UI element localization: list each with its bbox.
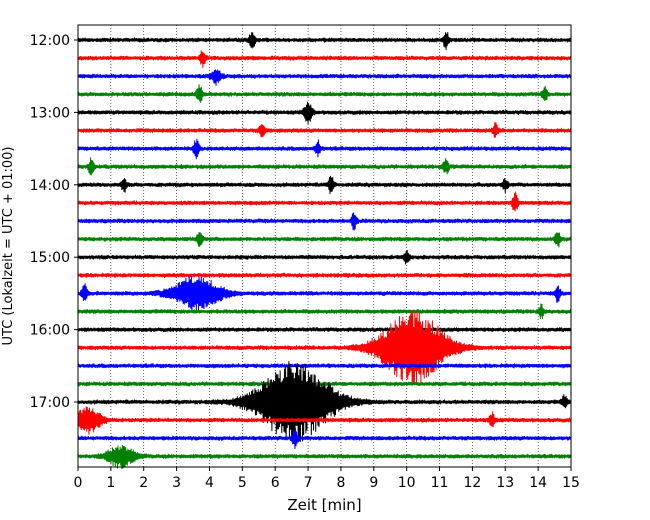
trace-1400 (77, 175, 572, 195)
trace-1445 (77, 231, 572, 248)
y-tick-label: 17:00 (30, 395, 70, 411)
y-axis-ticks: 12:00 13:00 14:00 15:00 16:00 17:00 (30, 33, 78, 411)
trace-1430 (77, 212, 572, 231)
trace-1315 (77, 121, 572, 138)
y-tick-label: 12:00 (30, 33, 70, 49)
trace-series (77, 32, 572, 470)
x-tick-label: 13 (496, 475, 514, 491)
x-tick-label: 12 (463, 475, 481, 491)
trace-1600 (77, 326, 572, 333)
trace-1500 (77, 249, 572, 265)
x-tick-label: 5 (238, 475, 247, 491)
trace-1230 (77, 69, 572, 86)
trace-1700 (77, 361, 572, 444)
y-tick-label: 14:00 (30, 178, 70, 194)
trace-1215 (77, 50, 572, 69)
x-tick-label: 1 (106, 475, 115, 491)
x-tick-label: 3 (172, 475, 181, 491)
y-axis-label: UTC (Lokalzeit = UTC + 01:00) (1, 147, 16, 346)
y-tick-label: 16:00 (30, 323, 70, 339)
trace-1545 (77, 303, 572, 320)
x-tick-label: 9 (369, 475, 378, 491)
x-tick-label: 15 (562, 475, 580, 491)
trace-1645 (77, 381, 572, 387)
x-tick-label: 4 (205, 475, 214, 491)
trace-1530 (77, 276, 572, 312)
trace-1345 (77, 157, 572, 176)
trace-1515 (77, 272, 572, 278)
x-tick-label: 11 (431, 475, 449, 491)
x-tick-label: 0 (74, 475, 83, 491)
trace-1745 (77, 444, 572, 470)
y-tick-label: 13:00 (30, 105, 70, 121)
trace-1415 (77, 191, 572, 212)
x-tick-label: 8 (336, 475, 345, 491)
y-tick-label: 15:00 (30, 250, 70, 266)
x-tick-label: 14 (529, 475, 547, 491)
x-tick-label: 7 (304, 475, 313, 491)
trace-1330 (77, 138, 572, 160)
plot-frame (77, 24, 572, 468)
trace-1300 (77, 101, 572, 125)
trace-1730 (77, 428, 572, 450)
x-tick-label: 6 (271, 475, 280, 491)
trace-1715 (77, 406, 572, 435)
x-tick-label: 10 (398, 475, 416, 491)
x-axis-ticks: 0 1 2 3 4 5 6 7 8 9 10 11 12 13 14 15 (74, 467, 580, 491)
trace-1615 (77, 309, 572, 384)
trace-1630 (77, 363, 572, 369)
trace-1245 (77, 84, 572, 104)
trace-1200 (77, 32, 572, 51)
x-tick-label: 2 (139, 475, 148, 491)
x-axis-label: Zeit [min] (287, 496, 361, 514)
